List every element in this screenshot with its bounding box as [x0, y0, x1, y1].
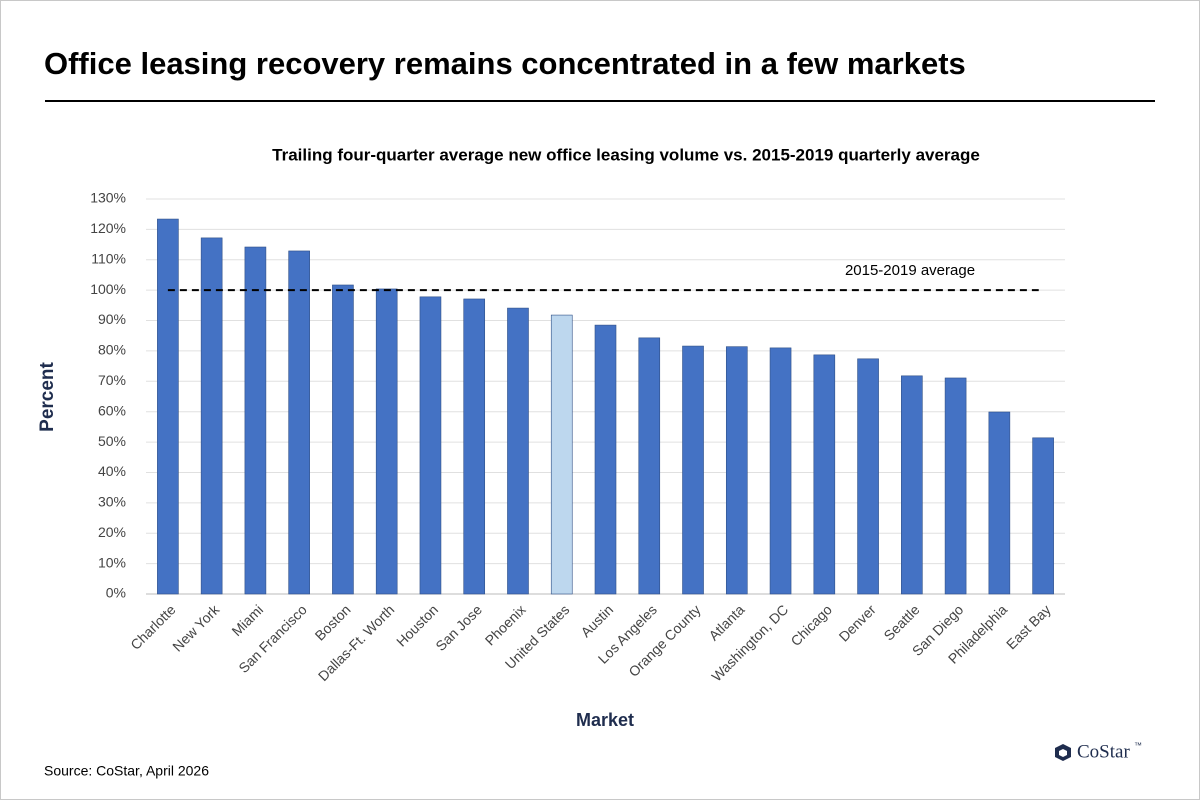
y-tick-label: 120% [90, 220, 126, 236]
x-axis-title: Market [576, 710, 634, 730]
bar [507, 307, 529, 595]
bar [813, 354, 836, 595]
y-tick-label: 40% [98, 463, 126, 479]
logo: CoStar ™ [1055, 741, 1142, 762]
y-tick-label: 60% [98, 402, 126, 418]
bar [463, 298, 486, 595]
bar [157, 218, 179, 595]
y-tick-label: 80% [98, 342, 126, 358]
y-tick-label: 20% [98, 524, 126, 540]
source: Source: CoStar, April 2026 [44, 763, 209, 779]
y-tick-label: 0% [106, 585, 126, 601]
bar [1032, 437, 1054, 595]
bar [638, 337, 661, 595]
bar [419, 296, 442, 595]
bar [682, 345, 704, 595]
y-tick-label: 110% [91, 250, 126, 266]
bar [725, 346, 748, 595]
bar [375, 288, 398, 595]
bar [901, 375, 923, 595]
bar [244, 246, 267, 595]
bar [769, 347, 792, 595]
y-tick-label: 50% [98, 433, 126, 449]
brand-mark: ™ [1134, 741, 1142, 750]
bar [332, 284, 354, 595]
y-tick-label: 70% [98, 372, 126, 388]
y-tick-label: 30% [98, 494, 126, 510]
bar [594, 324, 617, 595]
bar [550, 314, 573, 595]
logo-icon-inner [1059, 749, 1067, 757]
brand: CoStar [1077, 741, 1130, 762]
reference-label: 2015-2019 average [845, 262, 975, 279]
y-tick-label: 10% [98, 554, 126, 570]
bar [200, 237, 223, 595]
bar [857, 358, 879, 595]
page-title: Office leasing recovery remains concentr… [44, 46, 966, 81]
y-tick-label: 100% [90, 281, 126, 297]
y-axis-title: Percent [37, 361, 58, 431]
chart-title: Trailing four-quarter average new office… [272, 145, 980, 164]
bar [988, 411, 1011, 595]
y-tick-label: 90% [98, 311, 126, 327]
bar [944, 377, 967, 595]
y-tick-label: 130% [90, 190, 126, 206]
bar [288, 250, 310, 595]
